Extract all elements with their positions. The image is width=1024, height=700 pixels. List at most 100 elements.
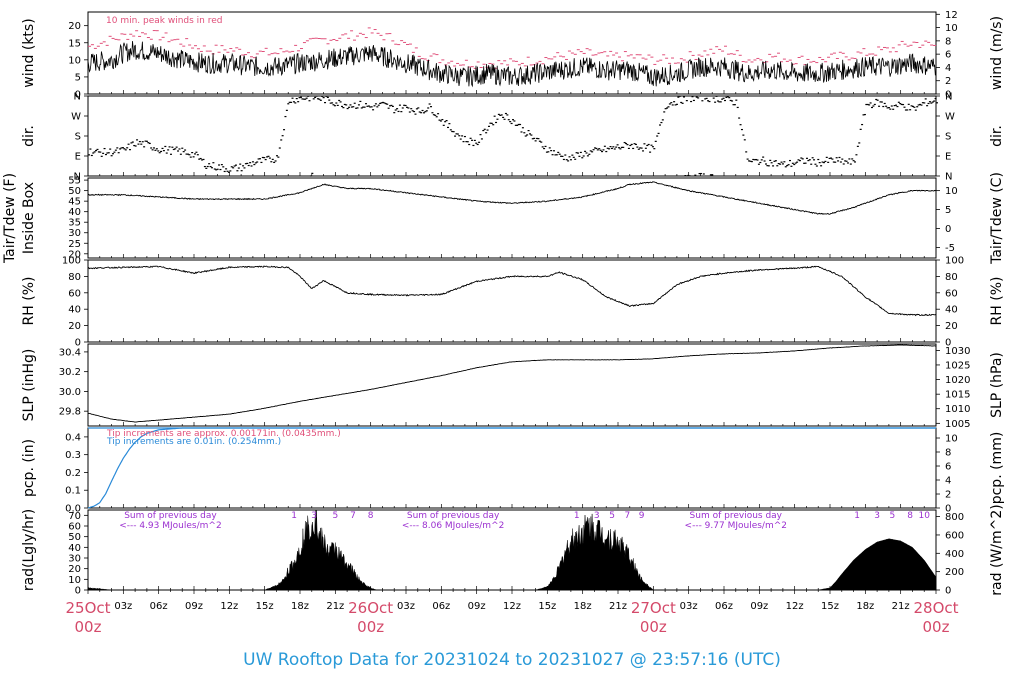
x-hour-label: 15z [538,601,556,612]
temp-ytick-label-left: 35 [68,218,81,229]
wind-ylabel-right: wind (m/s) [989,16,1005,90]
rad-ytick-label-right: 400 [945,549,964,560]
wind-mean-line [87,41,937,88]
rad-ytick-label-right: 800 [945,512,964,523]
rad-hour-mark: 3 [594,511,600,521]
wind-ylabel-left: wind (kts) [21,18,37,87]
pcp-ytick-label-left: 0.3 [65,450,81,461]
rad-ytick-label-left: 30 [68,554,81,565]
slp-ytick-label-right: 1015 [945,390,970,401]
rad-hour-mark: 5 [609,511,615,521]
rh-ytick-label-left: 60 [68,288,81,299]
rad-day-label: Sum of previous day [124,511,217,521]
pcp-note-pink: Tip increments are approx. 0.00171in. (0… [106,429,341,439]
wind-ytick-label-right: 12 [945,10,958,21]
rad-hour-mark: 9 [639,511,645,521]
x-hour-label: 12z [220,601,238,612]
temp-frame [87,177,937,259]
pcp-ylabel-right: pcp. (mm) [989,432,1005,505]
slp-frame [87,343,937,427]
temp-ylabel-left: Tair/Tdew (F) [2,173,18,264]
rad-hour-mark: 7 [625,511,631,521]
dir-ytick-label-right: W [945,112,955,123]
rh-ytick-label-right: 80 [945,272,958,283]
rad-ytick-label-left: 70 [68,511,81,522]
temp-ytick-label-right: 10 [945,186,958,197]
wind-ytick-label-left: 0 [75,90,81,101]
pcp-ylabel-left: pcp. (in) [21,439,37,497]
rad-hour-mark: 1 [574,511,580,521]
temp-ytick-label-left: 50 [68,186,81,197]
rh-ytick-label-right: 0 [945,338,951,349]
wind-ytick-label-right: 4 [945,63,951,74]
temp-ytick-label-left: 20 [68,249,81,260]
x-hour-label: 18z [574,601,592,612]
x-hour-label: 21z [892,601,910,612]
rad-ytick-label-left: 60 [68,522,81,533]
rad-hour-mark: 5 [332,511,338,521]
rh-ytick-label-left: 100 [62,256,81,267]
rh-ylabel-left: RH (%) [21,277,37,326]
temp-ytick-label-right: -5 [945,243,955,254]
dir-ylabel-right: dir. [989,125,1005,147]
temp-ytick-label-right: 0 [945,224,951,235]
dir-frame [87,95,937,177]
rad-hour-mark: 5 [890,511,896,521]
temp-ytick-label-right: 5 [945,205,951,216]
pcp-ytick-label-right: 10 [945,434,958,445]
pcp-ytick-label-right: 2 [945,490,951,501]
rh-ytick-label-right: 100 [945,256,964,267]
x-hour-label: 21z [326,601,344,612]
slp-ytick-label-right: 1010 [945,404,970,415]
rad-ytick-label-right: 0 [945,586,951,597]
wind-ytick-label-left: 15 [68,38,81,49]
pcp-ytick-label-right: 0 [945,504,951,515]
rad-ytick-label-left: 20 [68,564,81,575]
x-hour-label: 12z [786,601,804,612]
x-date-hour-label: 00z [923,618,950,636]
slp-ylabel-right: SLP (hPa) [989,352,1005,418]
x-date-label: 25Oct [65,599,110,617]
rh-ytick-label-right: 60 [945,288,958,299]
wind-ytick-label-left: 5 [75,72,81,83]
rad-hour-mark: 10 [918,511,930,521]
rad-day-label: Sum of previous day [690,511,783,521]
rad-hour-mark: 7 [350,511,356,521]
wind-ytick-label-right: 8 [945,36,951,47]
x-date-hour-label: 00z [357,618,384,636]
x-hour-label: 09z [468,601,486,612]
pcp-ytick-label-right: 6 [945,462,951,473]
x-date-label: 27Oct [631,599,676,617]
temp-ytick-label-left: 30 [68,228,81,239]
rh-ytick-label-left: 0 [75,338,81,349]
slp-ytick-label-left: 29.8 [59,407,81,418]
x-hour-label: 06z [715,601,733,612]
rad-hour-mark: 3 [311,511,317,521]
rad-hour-mark: 1 [854,511,860,521]
slp-ylabel-left: SLP (inHg) [21,349,37,422]
rad-hour-mark: 8 [907,511,913,521]
x-hour-label: 09z [185,601,203,612]
dir-ytick-label-left: N [74,92,81,103]
pcp-ytick-label-left: 0.0 [65,504,81,515]
temp-ytick-label-left: 40 [68,207,81,218]
temp-ylabel-left-2: Inside Box [21,182,37,254]
rh-frame [87,259,937,343]
pcp-ytick-label-left: 0.2 [65,468,81,479]
rh-line [87,265,937,317]
rad-ylabel-left: rad(Lgly/hr) [21,509,37,591]
dir-ytick-label-right: N [945,92,952,103]
pcp-ytick-label-right: 4 [945,476,951,487]
temp-ylabel-right: Tair/Tdew (C) [989,172,1005,265]
pcp-ytick-label-left: 0.1 [65,486,81,497]
rad-ytick-label-left: 0 [75,586,81,597]
wind-ytick-label-right: 6 [945,50,951,61]
x-hour-label: 12z [503,601,521,612]
wind-annotation: 10 min. peak winds in red [106,16,223,26]
x-date-hour-label: 00z [640,618,667,636]
slp-ytick-label-left: 30.2 [59,367,81,378]
dir-ylabel-left: dir. [21,125,37,147]
slp-ytick-label-left: 30.4 [59,347,81,358]
